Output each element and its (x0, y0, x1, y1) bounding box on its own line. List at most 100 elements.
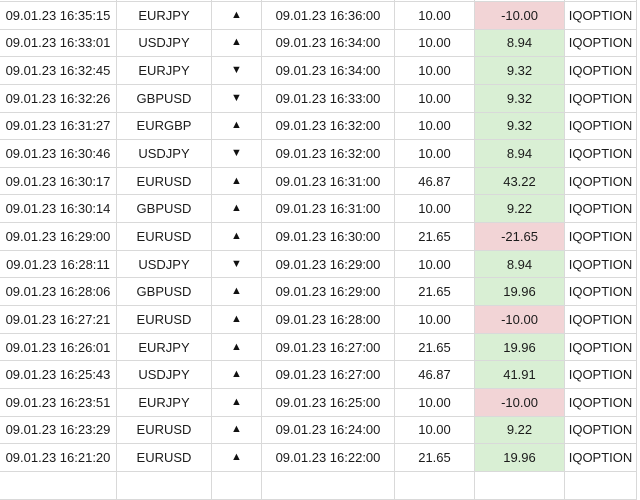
broker-cell: IQOPTION (565, 278, 637, 306)
empty-cell (0, 471, 117, 499)
symbol-cell: EURUSD (117, 306, 212, 333)
broker-cell: IQOPTION (565, 140, 637, 167)
broker-cell: IQOPTION (565, 112, 637, 140)
close-time-cell: 09.01.23 16:25:00 (262, 388, 395, 416)
direction-down-icon: ▼ (212, 57, 262, 84)
table-row: 09.01.23 16:35:15 EURJPY ▲ 09.01.23 16:3… (0, 2, 637, 30)
table-row: 09.01.23 16:30:17 EURUSD ▲ 09.01.23 16:3… (0, 167, 637, 196)
partial-row-bottom (0, 471, 637, 500)
direction-up-icon: ▲ (212, 416, 262, 444)
broker-cell: IQOPTION (565, 388, 637, 416)
open-time-cell: 09.01.23 16:23:51 (0, 388, 117, 416)
table-row: 09.01.23 16:23:51 EURJPY ▲ 09.01.23 16:2… (0, 388, 637, 417)
close-time-cell: 09.01.23 16:36:00 (262, 2, 395, 29)
amount-cell: 21.65 (395, 333, 475, 361)
profit-cell: -10.00 (475, 306, 565, 333)
direction-up-icon: ▲ (212, 333, 262, 361)
close-time-cell: 09.01.23 16:30:00 (262, 223, 395, 250)
close-time-cell: 09.01.23 16:29:00 (262, 250, 395, 278)
open-time-cell: 09.01.23 16:32:45 (0, 57, 117, 84)
amount-cell: 10.00 (395, 195, 475, 223)
amount-cell: 46.87 (395, 167, 475, 195)
symbol-cell: EURJPY (117, 388, 212, 416)
direction-up-icon: ▲ (212, 112, 262, 140)
profit-cell: -10.00 (475, 388, 565, 416)
direction-up-icon: ▲ (212, 2, 262, 29)
broker-cell: IQOPTION (565, 195, 637, 223)
open-time-cell: 09.01.23 16:27:21 (0, 306, 117, 333)
symbol-cell: GBPUSD (117, 84, 212, 112)
symbol-cell: USDJPY (117, 29, 212, 57)
table-row: 09.01.23 16:25:43 USDJPY ▲ 09.01.23 16:2… (0, 361, 637, 389)
broker-cell: IQOPTION (565, 2, 637, 29)
close-time-cell: 09.01.23 16:34:00 (262, 57, 395, 84)
profit-cell: -10.00 (475, 2, 565, 29)
profit-cell: 19.96 (475, 444, 565, 471)
profit-cell: 8.94 (475, 250, 565, 278)
direction-up-icon: ▲ (212, 278, 262, 306)
amount-cell: 10.00 (395, 388, 475, 416)
close-time-cell: 09.01.23 16:31:00 (262, 167, 395, 195)
table-row: 09.01.23 16:26:01 EURJPY ▲ 09.01.23 16:2… (0, 333, 637, 362)
amount-cell: 10.00 (395, 306, 475, 333)
profit-cell: 9.22 (475, 416, 565, 444)
direction-down-icon: ▼ (212, 84, 262, 112)
profit-cell: 43.22 (475, 167, 565, 195)
symbol-cell: EURUSD (117, 416, 212, 444)
open-time-cell: 09.01.23 16:29:00 (0, 223, 117, 250)
empty-cell (212, 0, 262, 1)
amount-cell: 10.00 (395, 140, 475, 167)
direction-up-icon: ▲ (212, 444, 262, 471)
close-time-cell: 09.01.23 16:29:00 (262, 278, 395, 306)
amount-cell: 10.00 (395, 29, 475, 57)
empty-cell (117, 471, 212, 499)
broker-cell: IQOPTION (565, 250, 637, 278)
open-time-cell: 09.01.23 16:32:26 (0, 84, 117, 112)
symbol-cell: EURGBP (117, 112, 212, 140)
open-time-cell: 09.01.23 16:25:43 (0, 361, 117, 388)
empty-cell (0, 0, 117, 1)
direction-up-icon: ▲ (212, 306, 262, 333)
open-time-cell: 09.01.23 16:26:01 (0, 333, 117, 361)
open-time-cell: 09.01.23 16:23:29 (0, 416, 117, 444)
open-time-cell: 09.01.23 16:21:20 (0, 444, 117, 471)
amount-cell: 10.00 (395, 2, 475, 29)
table-row: 09.01.23 16:32:26 GBPUSD ▼ 09.01.23 16:3… (0, 84, 637, 113)
broker-cell: IQOPTION (565, 167, 637, 195)
open-time-cell: 09.01.23 16:33:01 (0, 29, 117, 57)
table-row: 09.01.23 16:31:27 EURGBP ▲ 09.01.23 16:3… (0, 112, 637, 141)
symbol-cell: USDJPY (117, 361, 212, 388)
table-row: 09.01.23 16:29:00 EURUSD ▲ 09.01.23 16:3… (0, 223, 637, 251)
broker-cell: IQOPTION (565, 84, 637, 112)
broker-cell: IQOPTION (565, 416, 637, 444)
close-time-cell: 09.01.23 16:32:00 (262, 140, 395, 167)
direction-up-icon: ▲ (212, 195, 262, 223)
broker-cell: IQOPTION (565, 444, 637, 471)
close-time-cell: 09.01.23 16:22:00 (262, 444, 395, 471)
direction-down-icon: ▼ (212, 140, 262, 167)
amount-cell: 21.65 (395, 278, 475, 306)
broker-cell: IQOPTION (565, 223, 637, 250)
empty-cell (565, 471, 637, 499)
symbol-cell: EURUSD (117, 444, 212, 471)
amount-cell: 10.00 (395, 84, 475, 112)
table-row: 09.01.23 16:27:21 EURUSD ▲ 09.01.23 16:2… (0, 306, 637, 334)
profit-cell: 8.94 (475, 29, 565, 57)
table-row: 09.01.23 16:28:06 GBPUSD ▲ 09.01.23 16:2… (0, 278, 637, 307)
open-time-cell: 09.01.23 16:31:27 (0, 112, 117, 140)
profit-cell: 9.32 (475, 84, 565, 112)
symbol-cell: EURJPY (117, 57, 212, 84)
symbol-cell: USDJPY (117, 250, 212, 278)
empty-cell (565, 0, 637, 1)
open-time-cell: 09.01.23 16:28:06 (0, 278, 117, 306)
close-time-cell: 09.01.23 16:27:00 (262, 333, 395, 361)
broker-cell: IQOPTION (565, 361, 637, 388)
profit-cell: 9.32 (475, 57, 565, 84)
partial-row-top (0, 0, 637, 2)
profit-cell: 9.32 (475, 112, 565, 140)
profit-cell: 41.91 (475, 361, 565, 388)
symbol-cell: GBPUSD (117, 195, 212, 223)
close-time-cell: 09.01.23 16:24:00 (262, 416, 395, 444)
table-row: 09.01.23 16:28:11 USDJPY ▼ 09.01.23 16:2… (0, 250, 637, 279)
